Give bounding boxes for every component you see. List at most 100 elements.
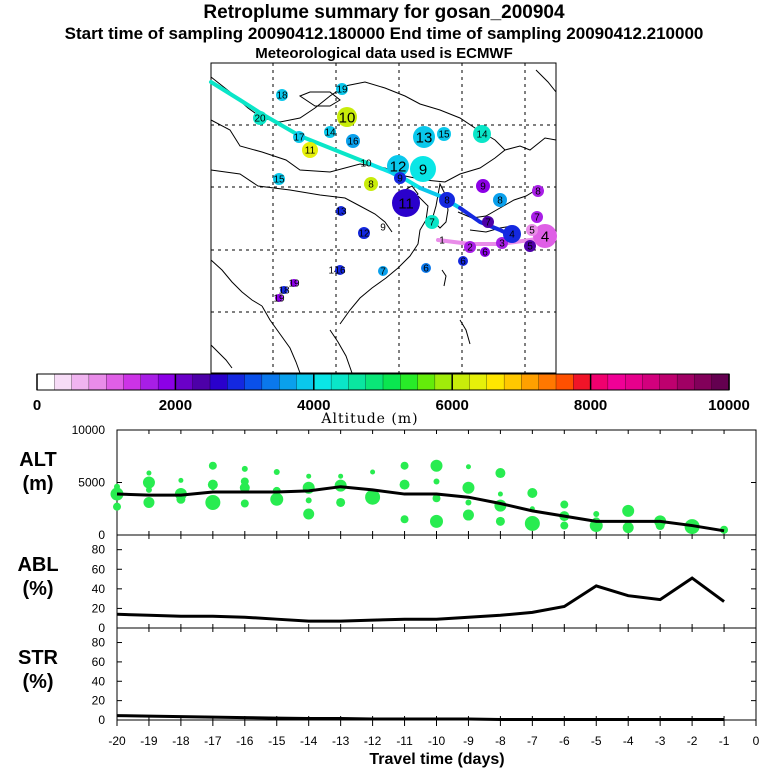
x-tick-label: -5 — [591, 734, 602, 748]
map-bubble — [421, 263, 431, 273]
y-tick-label: 40 — [92, 582, 106, 596]
y-tick-label: 10000 — [72, 423, 106, 437]
x-tick-label: -12 — [364, 734, 382, 748]
map-bubble — [335, 265, 345, 275]
alt-point — [400, 515, 409, 524]
colorbar-cell — [123, 373, 142, 391]
map-bubble — [290, 279, 298, 287]
colorbar-cell — [36, 373, 55, 391]
colorbar-cell — [503, 373, 523, 391]
map-bubble — [364, 177, 378, 191]
alt-point — [430, 514, 443, 528]
colorbar-tick-label: 6000 — [436, 397, 469, 414]
colorbar-cell — [140, 373, 159, 391]
map-bubble-label: 9 — [419, 161, 427, 178]
panel-ylabel: ABL — [17, 554, 58, 576]
alt-point — [622, 504, 635, 517]
x-tick-label: -13 — [332, 734, 350, 748]
map-bubble-label: 8 — [497, 196, 503, 207]
colorbar-tick-label: 2000 — [159, 397, 192, 414]
colorbar-tick-label: 10000 — [708, 397, 750, 414]
map-bubble — [293, 131, 305, 143]
alt-median-line — [116, 485, 725, 533]
map-bubble — [524, 240, 536, 252]
x-tick-label: -4 — [623, 734, 634, 748]
map-bubble-label: 6 — [482, 248, 488, 259]
alt-point — [239, 482, 250, 493]
colorbar-cell — [659, 373, 678, 391]
map-bubble-label: 19 — [288, 279, 300, 290]
alt-point — [465, 464, 471, 470]
colorbar-cell — [261, 373, 280, 391]
map-bubble-label: 18 — [278, 286, 290, 297]
map-bubble — [358, 227, 370, 239]
alt-point — [433, 478, 440, 485]
map-bubble-label: 7 — [429, 218, 435, 229]
colorbar-cell — [175, 373, 194, 391]
map-bubble — [392, 189, 420, 217]
map-bubble — [493, 193, 507, 207]
map-bubble-label: 12 — [390, 158, 407, 175]
map-bubble — [413, 126, 435, 148]
colorbar-cell — [382, 373, 401, 391]
map-bubble-label: 14 — [328, 266, 340, 277]
map-bubble — [337, 107, 357, 127]
map-bubble-label: 8 — [444, 196, 450, 207]
map-bubble — [394, 172, 406, 184]
map-bubble — [437, 127, 451, 141]
map-bubble — [276, 89, 288, 101]
x-axis-label: Travel time (days) — [369, 751, 504, 768]
str-line — [116, 714, 725, 722]
x-tick-label: -8 — [495, 734, 506, 748]
map-bubble-label: 9 — [380, 223, 386, 234]
alt-point — [303, 508, 315, 520]
map-bubble — [275, 294, 283, 302]
alt-point — [560, 500, 569, 509]
map-bubble — [476, 179, 490, 193]
map-bubble-label: 19 — [336, 85, 348, 96]
map-bubble — [482, 216, 494, 228]
map-bubble — [336, 83, 348, 95]
map-bubble — [253, 111, 267, 125]
alt-point — [593, 511, 600, 517]
colorbar-cell — [88, 373, 107, 391]
alt-point — [399, 479, 410, 490]
alt-point — [497, 491, 503, 497]
y-tick-label: 0 — [98, 713, 105, 727]
colorbar-tick-label: 4000 — [297, 397, 330, 414]
colorbar-cell — [348, 373, 367, 391]
colorbar-cell — [486, 373, 505, 391]
colorbar-cell — [590, 373, 609, 391]
colorbar-cell — [434, 373, 453, 391]
colorbar-cell — [296, 373, 315, 391]
colorbar-cell — [227, 373, 246, 391]
alt-point — [365, 489, 381, 505]
map-bubble-label: 2 — [467, 243, 473, 254]
x-tick-label: -14 — [300, 734, 318, 748]
str-panel: 0 20 40 60 80 STR(%) — [18, 627, 757, 727]
x-tick-label: -11 — [396, 734, 413, 748]
colorbar-cell — [607, 373, 626, 391]
alt-point — [145, 486, 152, 493]
map-bubble-label: 7 — [380, 267, 386, 278]
alt-point — [305, 497, 312, 504]
map-bubble — [302, 142, 318, 158]
map-bubble-label: 19 — [273, 294, 285, 305]
map-bubble-label: 3 — [499, 239, 505, 250]
alt-point — [622, 522, 634, 534]
colorbar-cell — [244, 373, 263, 391]
y-tick-label: 20 — [92, 694, 106, 708]
colorbar-ticks: 0 2000 4000 6000 8000 10000 — [33, 374, 750, 414]
panel-frame — [116, 534, 757, 629]
x-tick-label: -9 — [463, 734, 474, 748]
colorbar-label: Altitude (m) — [320, 411, 418, 427]
map-bubble-label: 7 — [534, 213, 540, 224]
map-bubble-label: 8 — [368, 180, 374, 191]
map-bubble-label: 14 — [324, 128, 336, 139]
alt-point — [270, 492, 284, 506]
colorbar-cell — [625, 373, 644, 391]
alt-point — [205, 494, 221, 510]
map-bubble-label: 15 — [273, 175, 285, 186]
map-bubble — [387, 155, 409, 177]
